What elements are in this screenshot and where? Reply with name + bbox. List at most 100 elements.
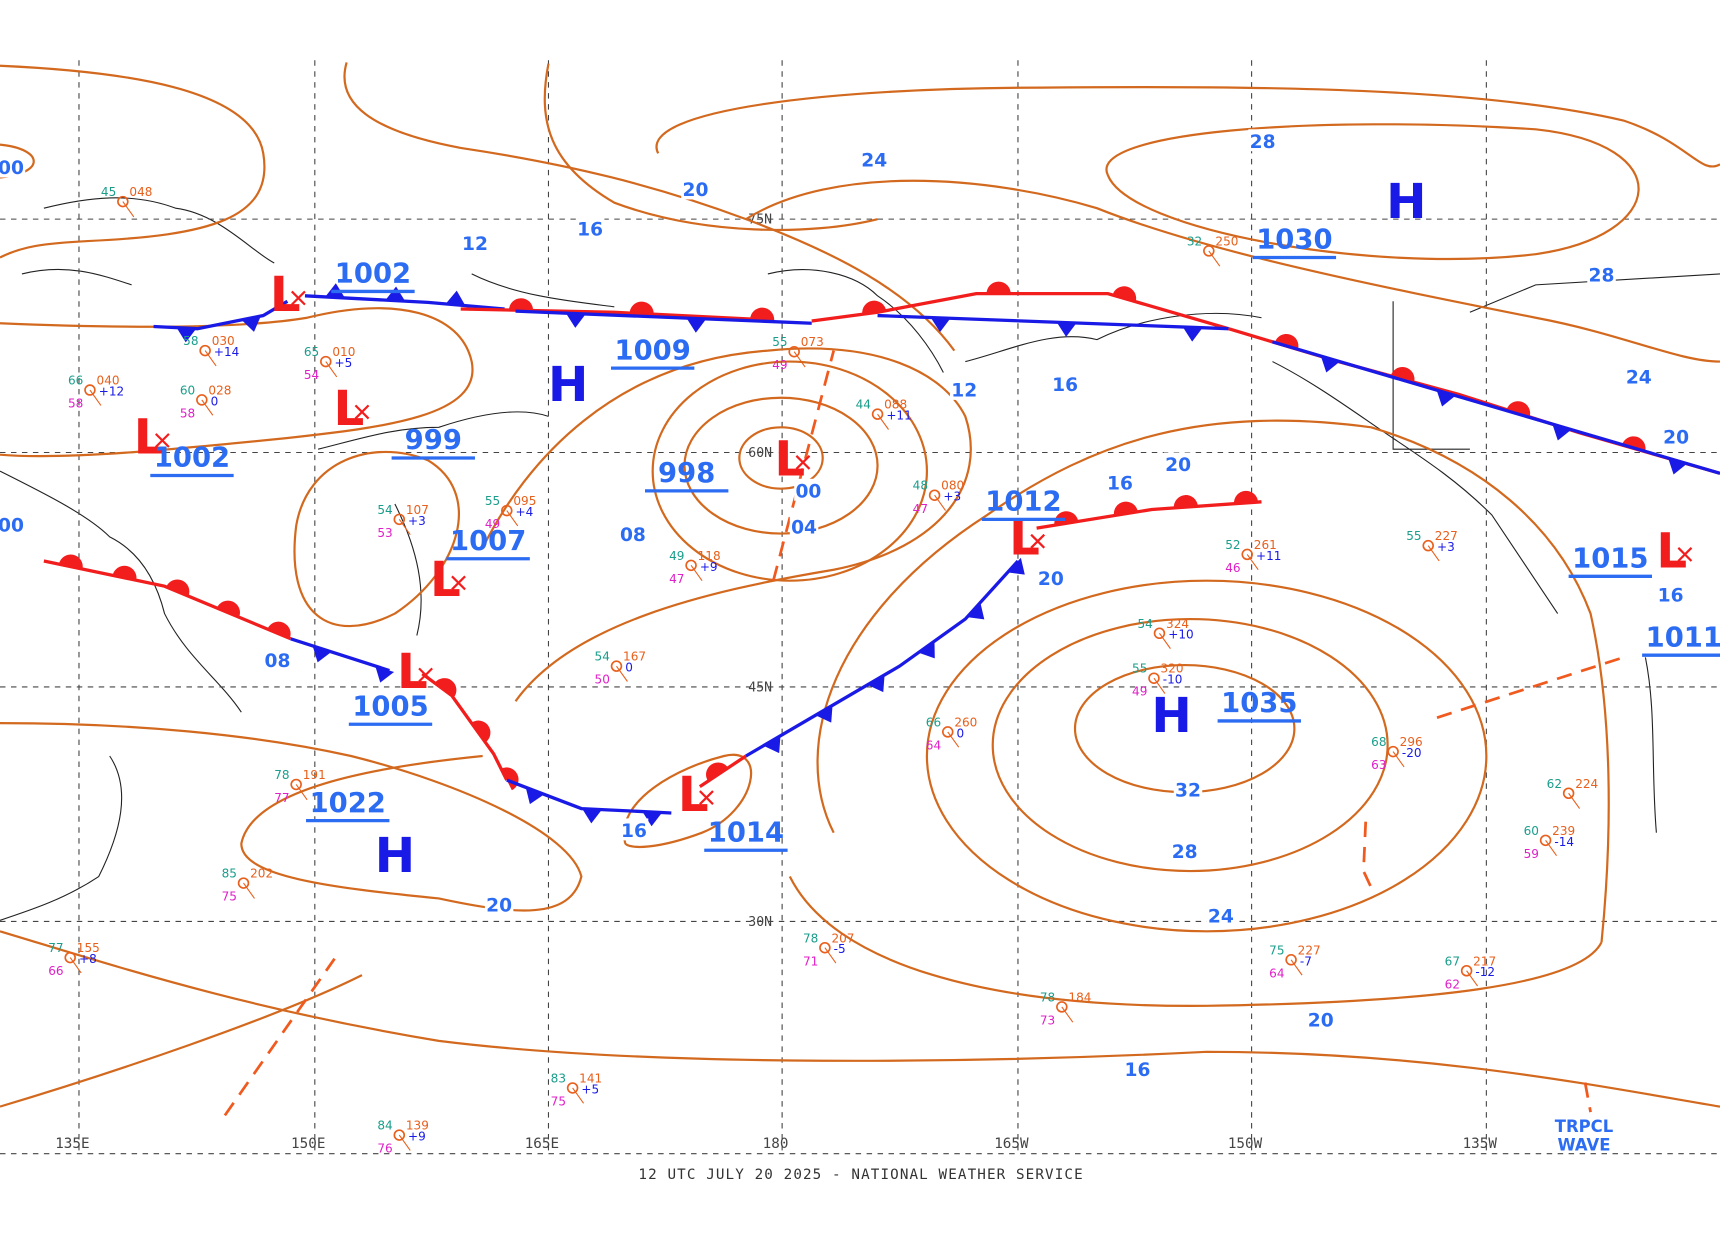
low-center-mark: [451, 575, 466, 591]
station-dewpoint: 64: [1269, 966, 1284, 980]
cold-front-barb: [967, 602, 985, 620]
pressure-value: 1002: [154, 443, 230, 474]
pressure-value: 1022: [310, 788, 386, 819]
isobar-label: 12: [951, 381, 977, 402]
isobar-label: 12: [462, 234, 488, 255]
isobar-label-bg: [263, 648, 292, 671]
cold-front-barb: [1007, 557, 1025, 575]
warm-front-bump: [986, 281, 1011, 294]
station-marker: [84, 384, 96, 396]
isobar-label-bg: [1206, 903, 1236, 926]
station-temperature: 66: [926, 715, 941, 729]
station-temperature: 55: [1406, 529, 1421, 543]
warm-front-bump: [267, 621, 291, 639]
low-center-mark: [291, 290, 306, 306]
station-temperature: 54: [377, 503, 392, 517]
station-pressure: 260: [954, 715, 977, 729]
cold-front-barb: [241, 316, 261, 332]
cold-front-barb: [918, 641, 935, 659]
isobar-label-bg: [0, 512, 26, 535]
isobar: [683, 396, 879, 535]
annotation: WAVE: [1557, 1135, 1610, 1154]
station-marker: [199, 344, 211, 357]
coastline: [317, 269, 1262, 636]
station-dewpoint: 49: [485, 517, 500, 531]
low-center-mark: [418, 667, 433, 683]
isobar-label: 08: [265, 651, 291, 672]
station-pressure-change: +9: [700, 560, 718, 574]
wind-barb: [204, 350, 217, 367]
station-temperature: 83: [551, 1072, 566, 1086]
pressure-value: 1015: [1572, 544, 1648, 575]
isobar-label-bg: [619, 818, 649, 841]
station-marker: [1539, 834, 1552, 847]
isobar-label: 08: [620, 525, 646, 546]
warm-front-bump: [1233, 490, 1259, 504]
station-dewpoint: 58: [180, 406, 195, 420]
isobar-label-bg: [789, 514, 819, 537]
station-marker: [566, 1082, 579, 1094]
trough: [223, 957, 336, 1117]
isobar-label: 16: [1125, 1060, 1151, 1081]
cold-front-barb: [686, 318, 707, 333]
warm-front-bump: [862, 300, 887, 315]
isobar: [738, 426, 824, 490]
wind-barb: [1246, 554, 1259, 571]
station-temperature: 32: [1187, 234, 1202, 248]
isobar-label: 24: [1208, 907, 1234, 928]
warm-front-bump: [1621, 436, 1646, 452]
troughs: [223, 350, 1624, 1117]
station-dewpoint: 49: [772, 358, 787, 372]
isobar: [622, 753, 753, 848]
station-pressure: 139: [406, 1119, 429, 1133]
pressure-value: 1035: [1221, 688, 1297, 719]
station-temperature: 78: [1040, 990, 1055, 1004]
front-line: [877, 313, 1229, 331]
isobar-label-bg: [1587, 262, 1616, 285]
wind-barb: [1466, 970, 1479, 987]
coastlines: [0, 197, 1720, 921]
low-center-mark: [1677, 547, 1693, 562]
station-dewpoint: 64: [926, 738, 941, 752]
isobar-label-bg: [618, 522, 648, 545]
station-pressure-change: +4: [516, 505, 534, 519]
front-line: [1271, 340, 1720, 475]
isobar-label-bg: [1163, 452, 1193, 475]
station-marker: [788, 345, 800, 358]
wind-barb: [616, 665, 628, 682]
pressure-value: 1012: [985, 487, 1061, 518]
wind-barb: [824, 947, 837, 964]
station-pressure-change: +5: [581, 1082, 599, 1096]
wind-barb: [398, 519, 411, 535]
isobar: [991, 617, 1389, 873]
cold-front-barb: [867, 674, 885, 693]
longitude-label: 150W: [1228, 1136, 1263, 1152]
station-pressure-change: +10: [1168, 628, 1193, 642]
front-line: [153, 299, 289, 331]
isobar-label-bg: [1036, 566, 1066, 589]
station-marker: [1422, 539, 1434, 552]
front-line: [506, 778, 672, 815]
isobar-label-bg: [1173, 777, 1203, 800]
station-marker: [1562, 787, 1575, 800]
isobar-label: 28: [1172, 842, 1198, 863]
station-pressure: 224: [1575, 777, 1598, 791]
station-temperature: 49: [669, 549, 684, 563]
station-dewpoint: 62: [1445, 977, 1460, 991]
isobar-label: 00: [0, 515, 24, 536]
isobar-label: 00: [795, 481, 821, 502]
cold-front-barb: [642, 811, 663, 827]
station-temperature: 54: [1138, 617, 1153, 631]
latitude-label: 30N: [748, 915, 772, 930]
isobar: [655, 85, 1720, 168]
wind-barb: [572, 1087, 585, 1104]
isobar: [0, 722, 583, 912]
station-dewpoint: 77: [274, 791, 289, 805]
station-marker: [1056, 1001, 1068, 1013]
cold-front-barb: [176, 327, 197, 343]
isobar: [1105, 123, 1640, 261]
isobar-label-bg: [794, 478, 823, 501]
front-line: [304, 294, 505, 311]
station-pressure-change: -5: [834, 942, 846, 956]
